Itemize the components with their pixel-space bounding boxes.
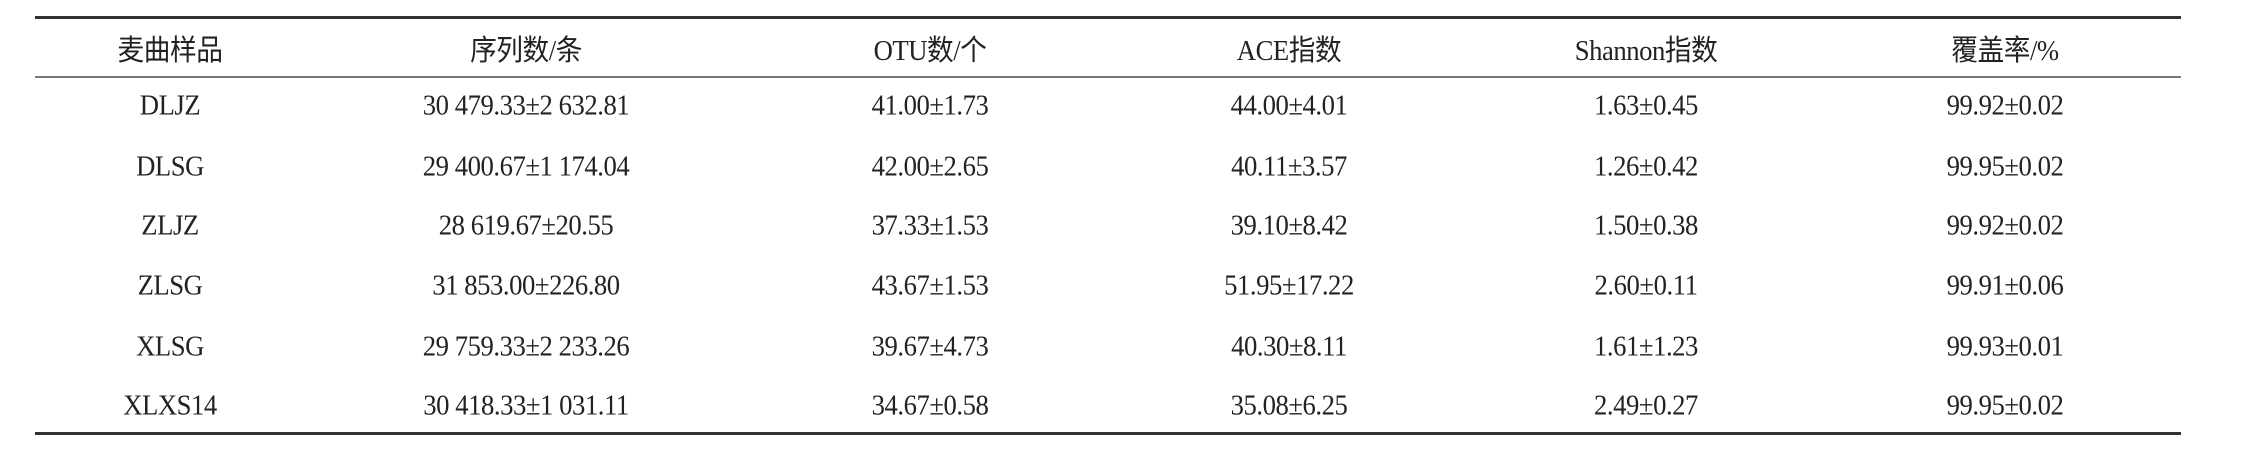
- column-header-text: ACE指数: [1236, 35, 1342, 67]
- table-cell-text: 1.63±0.45: [1594, 89, 1698, 122]
- column-header-text: 麦曲样品: [117, 35, 223, 67]
- table-cell: 37.33±1.53: [867, 210, 994, 243]
- table-cell: 2.60±0.11: [1590, 270, 1702, 303]
- table-cell-text: DLJZ: [139, 89, 201, 122]
- table-cell-text: 41.00±1.73: [871, 89, 989, 122]
- table-cell-text: 51.95±17.22: [1224, 269, 1354, 302]
- column-header-text: 覆盖率/%: [1951, 35, 2059, 67]
- table-cell-text: 44.00±4.01: [1230, 89, 1348, 122]
- table-cell-text: 1.61±1.23: [1594, 330, 1698, 363]
- table-cell: DLSG: [133, 151, 207, 184]
- table-cell-text: ZLJZ: [141, 209, 199, 242]
- bottom-rule: [35, 432, 2181, 435]
- header-rule: [35, 76, 2181, 78]
- table-cell-text: 29 759.33±2 233.26: [422, 330, 630, 363]
- table-cell: ZLJZ: [139, 210, 201, 243]
- top-rule: [35, 16, 2181, 19]
- table-cell: 51.95±17.22: [1219, 270, 1360, 303]
- table-cell: 41.00±1.73: [867, 90, 994, 123]
- table-cell: 99.95±0.02: [1942, 151, 2069, 184]
- table-cell-text: XLSG: [136, 330, 204, 363]
- table-cell: 1.26±0.42: [1590, 151, 1703, 184]
- column-header: 麦曲样品: [113, 27, 227, 69]
- table-cell: 35.08±6.25: [1226, 390, 1353, 423]
- table-cell: 43.67±1.53: [867, 270, 994, 303]
- table-cell: 1.63±0.45: [1590, 90, 1703, 123]
- table-cell-text: ZLSG: [137, 269, 203, 302]
- table-cell-text: 99.95±0.02: [1946, 389, 2064, 422]
- table-cell: 99.92±0.02: [1942, 90, 2069, 123]
- table-cell-text: 28 619.67±20.55: [438, 209, 614, 242]
- table-cell: XLSG: [133, 331, 207, 364]
- table-cell-text: 31 853.00±226.80: [432, 269, 620, 302]
- table-cell-text: DLSG: [136, 150, 204, 183]
- table-cell: ZLSG: [135, 270, 206, 303]
- table-cell-text: 37.33±1.53: [871, 209, 989, 242]
- table-cell: DLJZ: [137, 90, 203, 123]
- table-cell: 29 400.67±1 174.04: [414, 151, 638, 184]
- table-cell: 40.11±3.57: [1226, 151, 1352, 184]
- table-cell: 30 479.33±2 632.81: [414, 90, 638, 123]
- table-cell: 2.49±0.27: [1590, 390, 1703, 423]
- table-cell-text: 29 400.67±1 174.04: [422, 150, 630, 183]
- table-cell-text: 35.08±6.25: [1230, 389, 1348, 422]
- table-cell: 44.00±4.01: [1226, 90, 1353, 123]
- table-cell: 40.30±8.11: [1226, 331, 1352, 364]
- table-cell: 99.92±0.02: [1942, 210, 2069, 243]
- column-header-text: OTU数/个: [873, 35, 987, 67]
- table-cell: 31 853.00±226.80: [424, 270, 628, 303]
- column-header-text: Shannon指数: [1574, 35, 1718, 67]
- table-cell: 39.10±8.42: [1226, 210, 1353, 243]
- column-header: Shannon指数: [1568, 27, 1723, 69]
- table-cell: 34.67±0.58: [867, 390, 994, 423]
- table-cell-text: 99.92±0.02: [1946, 89, 2064, 122]
- table-cell: 42.00±2.65: [867, 151, 994, 184]
- table-cell-text: 39.67±4.73: [871, 330, 989, 363]
- table-cell-text: XLXS14: [123, 389, 217, 422]
- column-header: OTU数/个: [869, 27, 992, 69]
- table-cell-text: 1.26±0.42: [1594, 150, 1698, 183]
- table-cell-text: 2.49±0.27: [1594, 389, 1698, 422]
- table-cell: XLXS14: [119, 390, 221, 423]
- table-cell-text: 40.30±8.11: [1231, 330, 1347, 363]
- column-header: 覆盖率/%: [1947, 27, 2064, 69]
- table-cell-text: 99.93±0.01: [1946, 330, 2064, 363]
- column-header-text: 序列数/条: [470, 35, 582, 67]
- table-cell: 1.61±1.23: [1590, 331, 1703, 364]
- table-cell-text: 40.11±3.57: [1231, 150, 1347, 183]
- table-cell-text: 99.95±0.02: [1946, 150, 2064, 183]
- table-cell-text: 39.10±8.42: [1230, 209, 1348, 242]
- table-cell-text: 99.91±0.06: [1946, 269, 2064, 302]
- table-cell: 1.50±0.38: [1590, 210, 1703, 243]
- table-cell-text: 43.67±1.53: [871, 269, 989, 302]
- table-cell: 29 759.33±2 233.26: [414, 331, 638, 364]
- table-cell-text: 30 418.33±1 031.11: [423, 389, 629, 422]
- table-cell: 99.93±0.01: [1942, 331, 2069, 364]
- column-header: ACE指数: [1232, 27, 1346, 69]
- table-cell: 28 619.67±20.55: [431, 210, 621, 243]
- table-cell-text: 99.92±0.02: [1946, 209, 2064, 242]
- table-cell: 30 418.33±1 031.11: [414, 390, 637, 423]
- table-cell: 99.91±0.06: [1942, 270, 2069, 303]
- table-cell-text: 30 479.33±2 632.81: [422, 89, 630, 122]
- table-cell: 39.67±4.73: [867, 331, 994, 364]
- column-header: 序列数/条: [465, 27, 587, 69]
- table-cell-text: 2.60±0.11: [1594, 269, 1698, 302]
- table-cell: 99.95±0.02: [1942, 390, 2069, 423]
- table-cell-text: 1.50±0.38: [1594, 209, 1698, 242]
- table-cell-text: 34.67±0.58: [871, 389, 989, 422]
- table-cell-text: 42.00±2.65: [871, 150, 989, 183]
